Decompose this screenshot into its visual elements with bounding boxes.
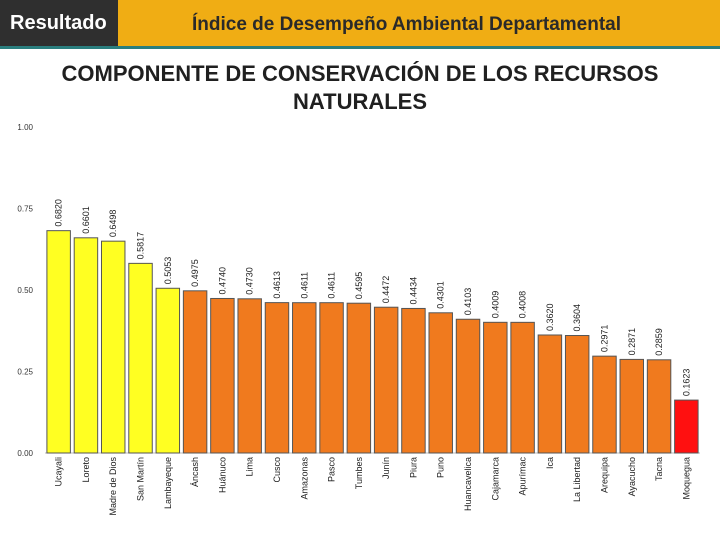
category-label: Ucayali: [54, 457, 64, 487]
category-label: Cusco: [272, 457, 282, 483]
data-label: 0.3620: [545, 303, 555, 331]
data-label: 0.4434: [408, 277, 418, 305]
header-accent-line: [0, 46, 720, 49]
data-label: 0.6601: [81, 206, 91, 234]
category-label: Huánuco: [217, 457, 227, 493]
data-label: 0.4730: [245, 267, 255, 295]
category-label: Arequipa: [599, 457, 609, 493]
bar: [592, 355, 617, 454]
bar: [483, 321, 508, 454]
category-label: San Martín: [136, 457, 146, 501]
page-title: Índice de Desempeño Ambiental Departamen…: [192, 14, 622, 35]
data-label: 0.6498: [108, 210, 118, 238]
data-label: 0.4009: [490, 291, 500, 319]
bar: [619, 358, 645, 454]
bar: [100, 240, 126, 454]
category-label: Loreto: [81, 457, 91, 483]
category-label: Junín: [381, 457, 391, 479]
category-label: Tacna: [654, 457, 664, 481]
data-label: 0.6820: [54, 199, 64, 227]
category-label: Apurímac: [518, 457, 528, 496]
y-tick-label: 0.00: [17, 449, 33, 458]
bar: [674, 399, 699, 454]
bar: [73, 237, 99, 454]
bar: [401, 307, 426, 454]
data-label: 0.2971: [599, 325, 609, 353]
data-label: 0.4008: [518, 291, 528, 319]
chart-title: COMPONENTE DE CONSERVACIÓN DE LOS RECURS…: [30, 60, 690, 116]
data-label: 0.4740: [217, 267, 227, 295]
data-label: 0.4103: [463, 288, 473, 316]
data-label: 0.4611: [327, 272, 337, 299]
category-label: Huancavelica: [463, 457, 473, 511]
category-label: Cajamarca: [490, 457, 500, 501]
category-label: Amazonas: [299, 457, 309, 500]
category-label: Ayacucho: [627, 457, 637, 496]
bar: [346, 302, 372, 454]
bar: [537, 334, 563, 454]
data-label: 0.2859: [654, 328, 664, 356]
category-label: Puno: [436, 457, 446, 478]
bar: [510, 321, 535, 454]
result-tab[interactable]: Resultado: [0, 0, 118, 46]
data-label: 0.4301: [436, 281, 446, 309]
data-label: 0.4613: [272, 271, 282, 299]
y-tick-label: 0.75: [17, 205, 33, 214]
bar: [373, 306, 399, 454]
data-label: 0.5053: [163, 257, 173, 285]
category-label: Áncash: [190, 457, 200, 487]
bar: [182, 290, 208, 454]
category-label: Tumbes: [354, 457, 364, 490]
category-label: Madre de Dios: [108, 457, 118, 516]
y-tick-label: 0.50: [17, 286, 33, 295]
bar: [210, 297, 235, 454]
category-label: Lambayeque: [163, 457, 173, 509]
category-label: Ica: [545, 457, 555, 469]
data-label: 0.2871: [627, 328, 637, 356]
data-label: 0.4975: [190, 259, 200, 287]
data-label: 0.3604: [572, 304, 582, 332]
header-bar: [0, 0, 720, 46]
bar: [319, 302, 344, 454]
bar: [564, 335, 590, 454]
chart-title-line2: NATURALES: [292, 89, 428, 114]
category-label: Moquegua: [681, 457, 691, 500]
category-label: Pasco: [327, 457, 337, 482]
bar: [428, 312, 453, 454]
bar: [292, 302, 317, 454]
chart-title-line1: COMPONENTE DE CONSERVACIÓN DE LOS RECURS…: [61, 61, 659, 86]
y-tick-label: 0.25: [17, 368, 33, 377]
data-label: 0.4595: [354, 272, 364, 300]
bar: [264, 302, 290, 454]
data-label: 0.4472: [381, 276, 391, 304]
category-label: Piura: [408, 457, 418, 478]
y-tick-label: 1.00: [17, 123, 33, 132]
category-label: Lima: [245, 457, 255, 477]
bar: [155, 287, 181, 454]
bar: [46, 230, 71, 454]
bar: [128, 262, 153, 454]
bar: [455, 318, 481, 454]
data-label: 0.1623: [681, 369, 691, 397]
category-label: La Libertad: [572, 457, 582, 502]
bar: [237, 298, 262, 454]
data-label: 0.4611: [299, 272, 309, 299]
data-label: 0.5817: [136, 232, 146, 260]
bar: [646, 359, 672, 454]
